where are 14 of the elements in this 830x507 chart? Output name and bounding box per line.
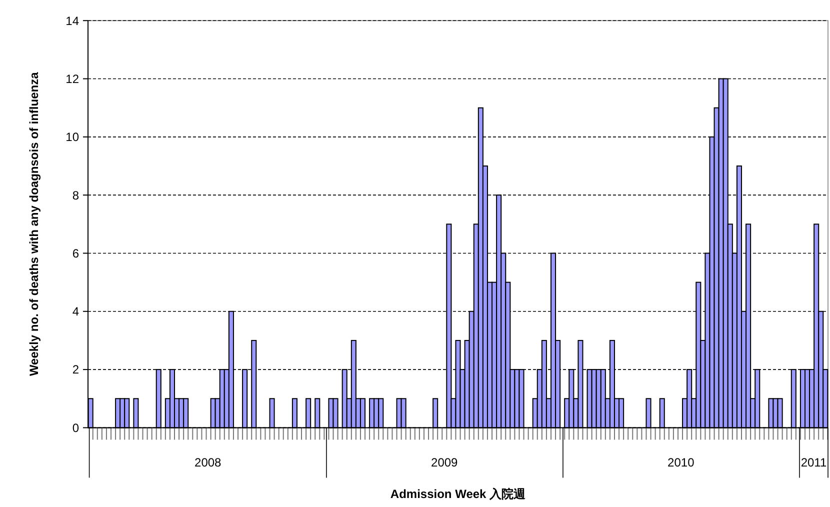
y-tick-label: 10	[66, 130, 80, 144]
y-tick-label: 12	[66, 72, 80, 86]
y-tick-label: 8	[72, 188, 80, 202]
y-axis-title: Weekly no. of deaths with any doagnsois of influenza	[27, 72, 41, 376]
x-axis-title: Admission Week 入院週	[390, 487, 527, 501]
y-tick-label: 6	[72, 246, 80, 260]
y-tick-label: 0	[72, 420, 80, 435]
x-tick-label: 2008	[194, 456, 222, 470]
y-tick-label: 2	[72, 362, 80, 377]
y-tick-label: 4	[72, 304, 80, 319]
x-tick-label: 2010	[668, 456, 695, 470]
x-tick-label: 2009	[431, 456, 458, 470]
x-tick-label: 2011	[800, 456, 827, 470]
y-tick-label: 14	[66, 14, 80, 28]
